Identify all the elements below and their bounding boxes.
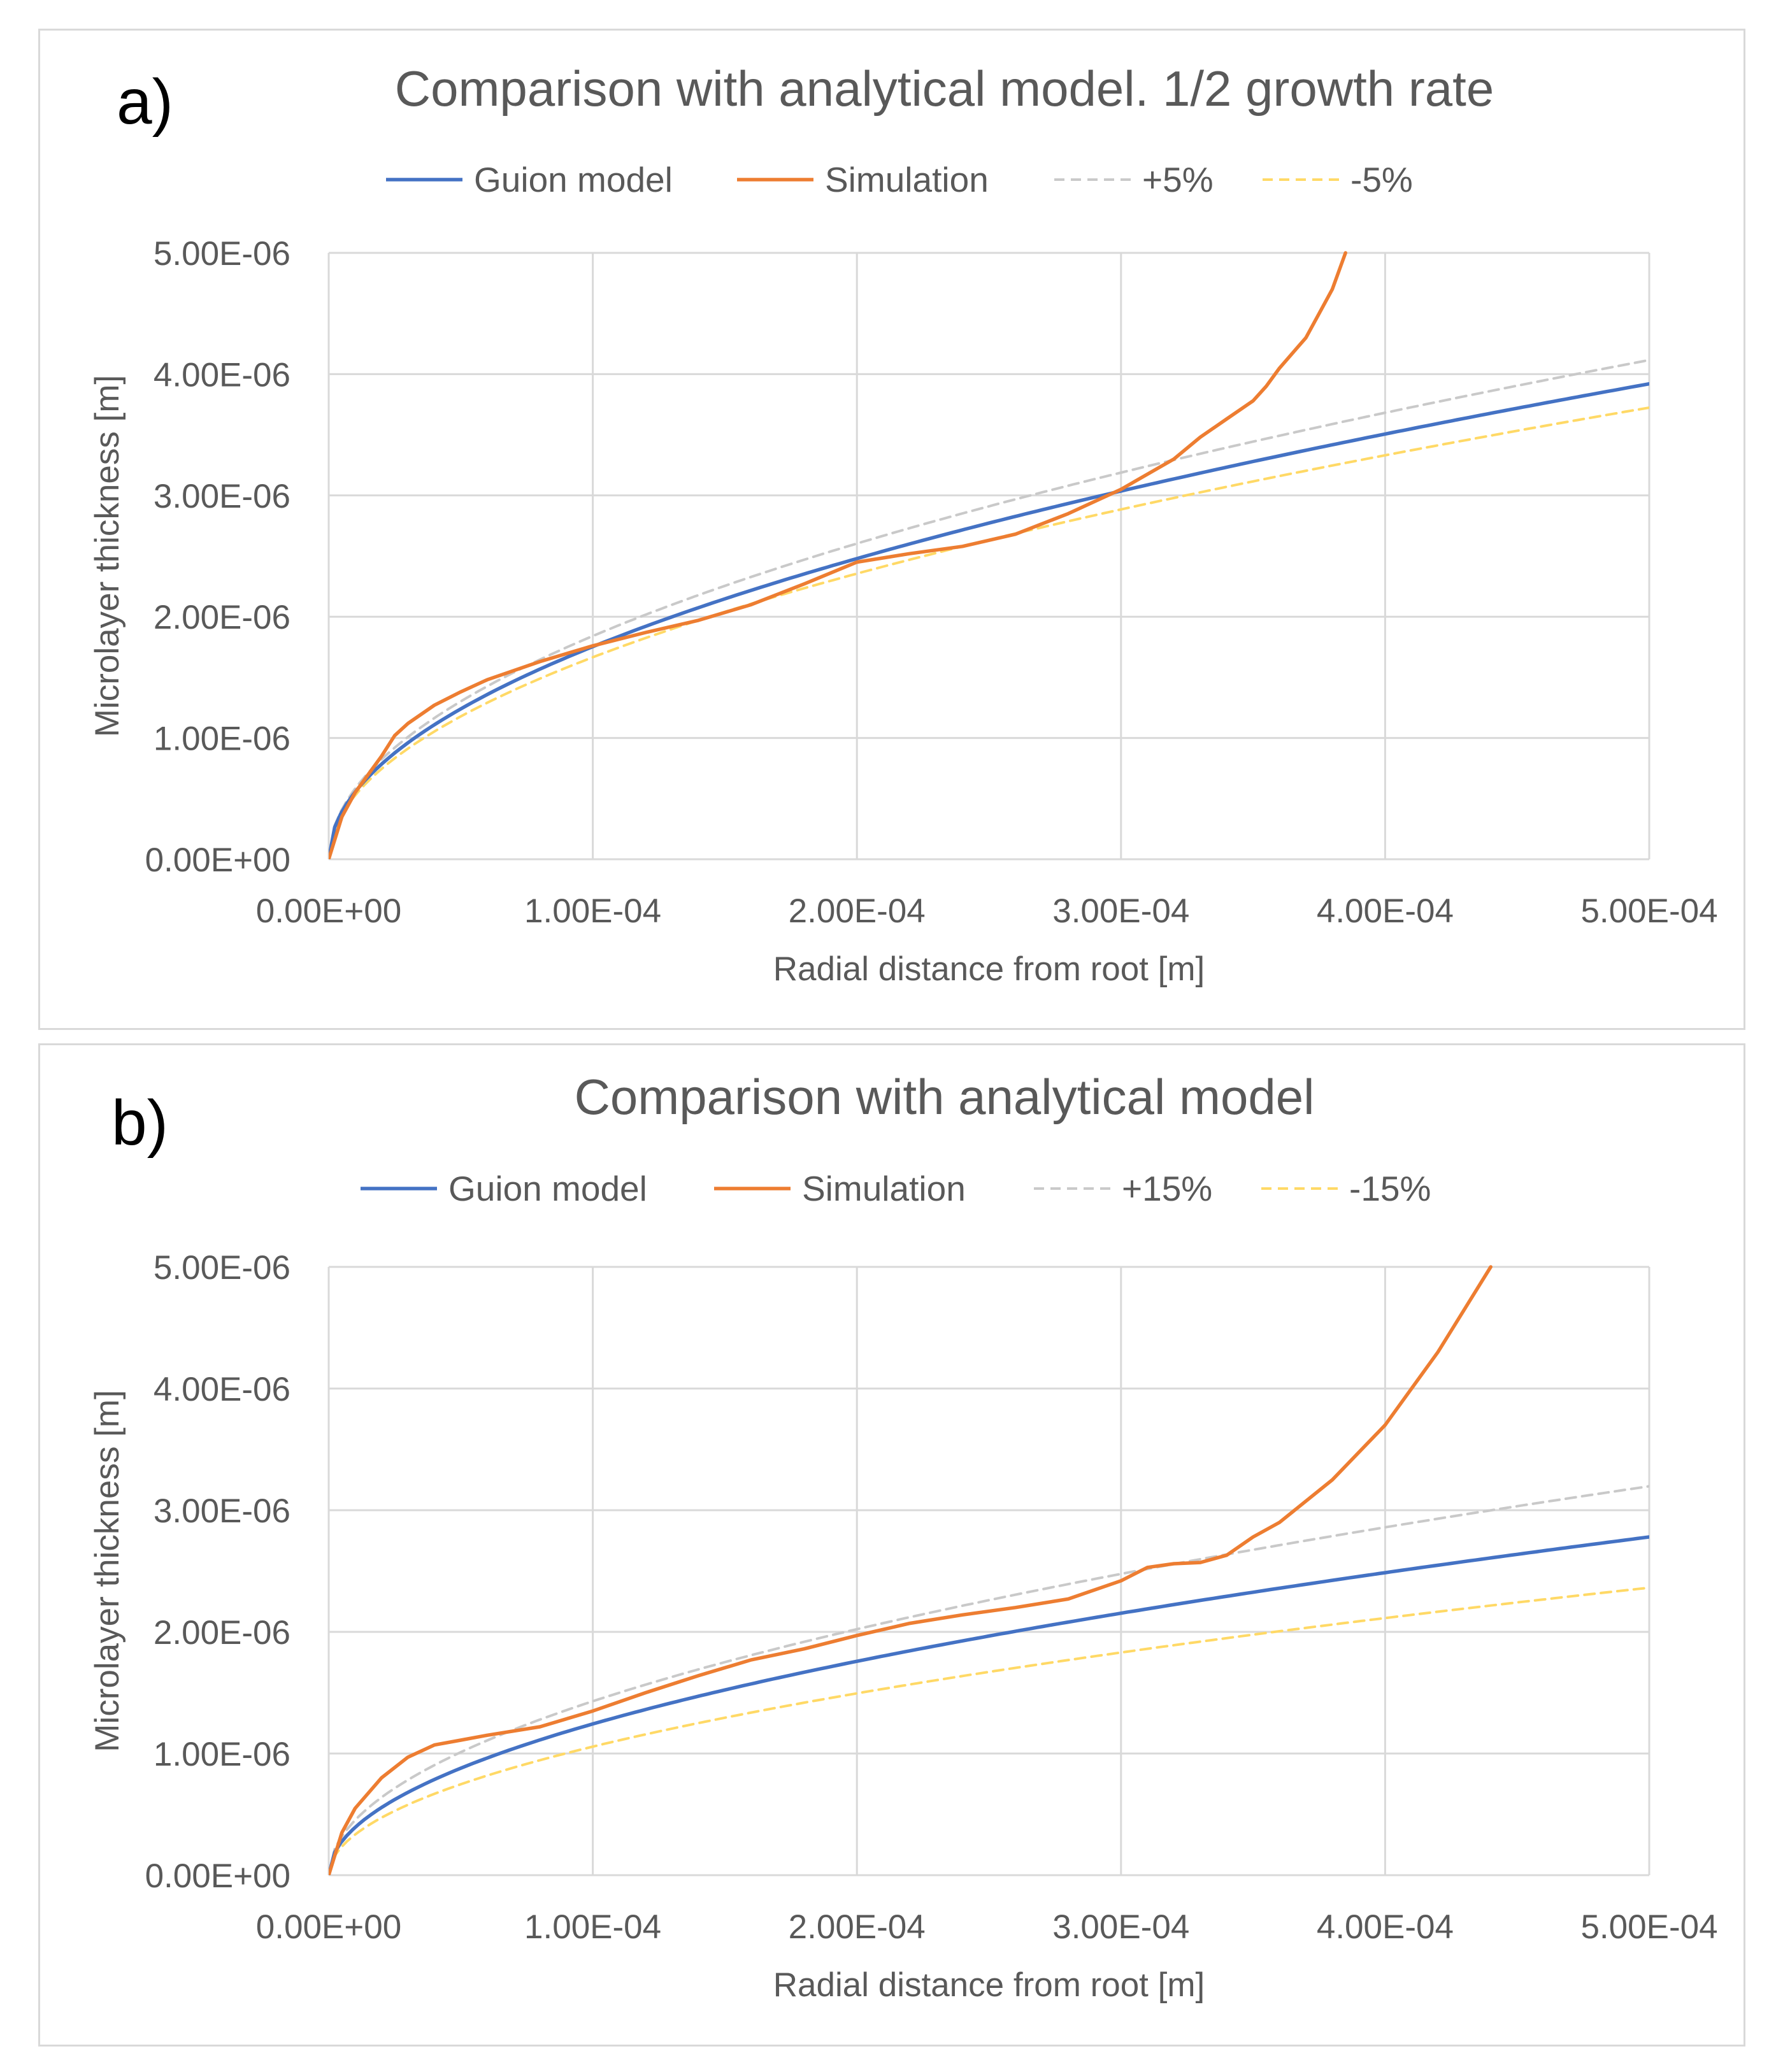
x-tick-label: 3.00E-04 — [1052, 1908, 1189, 1946]
x-axis-label: Radial distance from root [m] — [773, 950, 1205, 988]
legend-label: Guion model — [448, 1169, 647, 1208]
y-axis-label: Microlayer thickness [m] — [89, 1390, 126, 1752]
legend-label: +5% — [1142, 160, 1214, 199]
chart-title: Comparison with analytical model. 1/2 gr… — [395, 61, 1494, 117]
x-tick-label: 2.00E-04 — [789, 892, 926, 930]
y-tick-label: 1.00E-06 — [154, 1736, 290, 1773]
chart-b: Comparison with analytical model 0.00E+00… — [89, 1069, 1718, 2004]
legend-item-simulation: Simulation — [714, 1169, 966, 1208]
legend-item-plus-5pct: +5% — [1054, 160, 1214, 199]
legend-item-guion-model: Guion model — [386, 160, 673, 199]
legend-label: Guion model — [474, 160, 673, 199]
y-tick-label: 3.00E-06 — [154, 1492, 290, 1530]
y-tick-label: 0.00E+00 — [145, 1857, 290, 1895]
legend-label: -5% — [1350, 160, 1413, 199]
legend-label: Simulation — [825, 160, 989, 199]
series-line-plus-15pct — [329, 1485, 1649, 1875]
chart-panel-b: b) Comparison with analytical model 0.00E… — [38, 1043, 1745, 2047]
y-tick-label: 1.00E-06 — [154, 720, 290, 758]
y-tick-label: 4.00E-06 — [154, 1371, 290, 1408]
legend-item-guion-model: Guion model — [361, 1169, 647, 1208]
x-tick-label: 3.00E-04 — [1052, 892, 1189, 930]
y-tick-label: 5.00E-06 — [154, 1249, 290, 1287]
series-line-5pct — [329, 406, 1649, 859]
panel-label: b) — [111, 1087, 168, 1159]
series-line-plus-5pct — [329, 359, 1649, 859]
chart-title: Comparison with analytical model — [575, 1069, 1315, 1125]
chart-a: Comparison with analytical model. 1/2 gr… — [89, 61, 1718, 988]
legend-item-simulation: Simulation — [737, 160, 989, 199]
legend-item-5pct: -5% — [1263, 160, 1413, 199]
x-tick-label: 4.00E-04 — [1317, 1908, 1454, 1946]
x-tick-label: 1.00E-04 — [524, 1908, 661, 1946]
panel-label: a) — [117, 66, 173, 138]
series-line-guion-model — [329, 1535, 1649, 1875]
legend-label: Simulation — [802, 1169, 966, 1208]
y-tick-label: 4.00E-06 — [154, 356, 290, 394]
series-line-simulation — [329, 1265, 1493, 1875]
x-tick-label: 5.00E-04 — [1580, 892, 1717, 930]
y-tick-label: 0.00E+00 — [145, 841, 290, 879]
y-tick-label: 2.00E-06 — [154, 599, 290, 636]
x-tick-label: 1.00E-04 — [524, 892, 661, 930]
y-axis-label: Microlayer thickness [m] — [89, 375, 126, 737]
x-tick-label: 0.00E+00 — [256, 1908, 401, 1946]
y-tick-label: 2.00E-06 — [154, 1614, 290, 1652]
x-axis-label: Radial distance from root [m] — [773, 1966, 1205, 2004]
chart-panel-a: a) Comparison with analytical model. 1/2… — [38, 29, 1745, 1030]
x-tick-label: 2.00E-04 — [789, 1908, 926, 1946]
y-tick-label: 5.00E-06 — [154, 235, 290, 273]
legend-item-plus-15pct: +15% — [1034, 1169, 1212, 1208]
legend-item-15pct: -15% — [1261, 1169, 1431, 1208]
series-line-simulation — [329, 251, 1347, 859]
x-tick-label: 4.00E-04 — [1317, 892, 1454, 930]
series-line-15pct — [329, 1586, 1649, 1875]
x-tick-label: 5.00E-04 — [1580, 1908, 1717, 1946]
x-tick-label: 0.00E+00 — [256, 892, 401, 930]
legend-label: -15% — [1349, 1169, 1431, 1208]
series-line-guion-model — [329, 382, 1649, 859]
y-tick-label: 3.00E-06 — [154, 478, 290, 515]
legend-label: +15% — [1122, 1169, 1212, 1208]
